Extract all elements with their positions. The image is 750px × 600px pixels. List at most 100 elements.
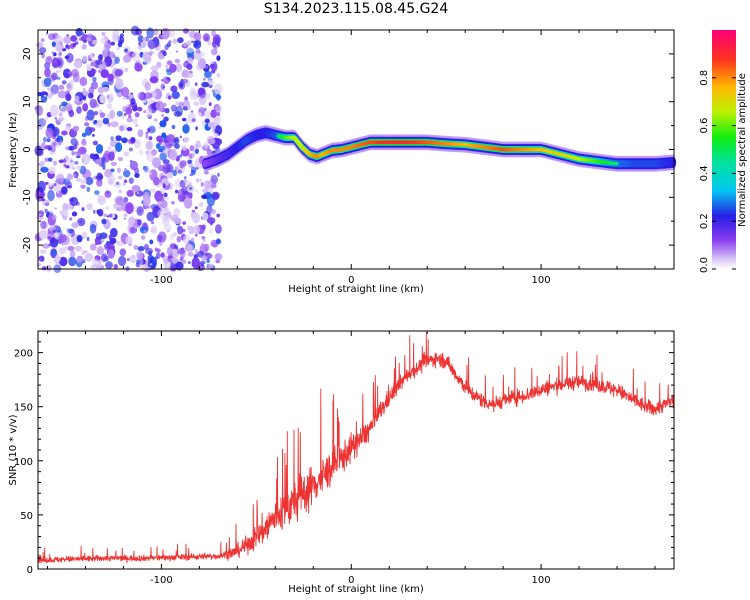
noise-speckle xyxy=(208,102,212,107)
noise-speckle xyxy=(142,99,147,103)
noise-speckle xyxy=(71,68,79,78)
noise-speckle xyxy=(145,134,149,139)
noise-speckle xyxy=(171,257,179,264)
noise-speckle xyxy=(94,190,100,195)
noise-speckle xyxy=(98,69,101,74)
noise-speckle xyxy=(102,117,110,125)
noise-speckle xyxy=(152,157,161,168)
noise-speckle xyxy=(86,203,93,211)
noise-speckle xyxy=(94,121,103,128)
noise-speckle xyxy=(44,67,51,78)
noise-speckle xyxy=(141,212,145,215)
noise-speckle xyxy=(65,44,70,49)
noise-speckle xyxy=(193,32,202,41)
noise-speckle xyxy=(173,217,182,225)
noise-speckle xyxy=(114,56,120,64)
noise-speckle xyxy=(61,80,67,85)
noise-speckle xyxy=(201,224,206,231)
colorbar-tick-label: 0.8 xyxy=(699,70,710,86)
noise-speckle xyxy=(216,72,221,78)
noise-speckle xyxy=(82,88,86,91)
noise-speckle xyxy=(57,118,63,123)
noise-speckle xyxy=(54,35,64,46)
snr-y-ticks: 0 50 100 150 200 xyxy=(14,341,674,576)
noise-speckle xyxy=(39,249,47,254)
noise-speckle xyxy=(200,51,205,57)
noise-speckle xyxy=(137,246,145,252)
noise-speckle xyxy=(53,160,57,166)
noise-speckle xyxy=(169,63,177,73)
noise-speckle xyxy=(86,186,91,192)
noise-speckle xyxy=(76,255,84,263)
noise-speckle xyxy=(153,176,160,186)
noise-speckle xyxy=(202,33,210,42)
noise-speckle xyxy=(170,85,178,93)
noise-speckle xyxy=(123,112,127,116)
noise-speckle xyxy=(107,249,115,259)
noise-speckle xyxy=(158,126,162,129)
noise-speckle xyxy=(82,96,86,100)
noise-speckle xyxy=(204,243,210,252)
noise-speckle xyxy=(51,72,58,81)
noise-speckle xyxy=(181,78,189,84)
noise-speckle xyxy=(171,124,176,130)
noise-speckle xyxy=(204,180,212,190)
noise-speckle xyxy=(187,261,191,264)
spectrogram-x-ticks: -100 0 100 xyxy=(46,30,656,286)
chart-title: S134.2023.115.08.45.G24 xyxy=(263,1,449,17)
noise-speckle xyxy=(211,41,217,48)
noise-speckle xyxy=(161,132,167,139)
noise-speckle xyxy=(104,243,111,249)
noise-speckle xyxy=(131,254,136,259)
noise-speckle xyxy=(41,198,46,202)
noise-speckle xyxy=(144,81,151,91)
noise-speckle xyxy=(105,261,113,269)
noise-speckle xyxy=(68,109,75,118)
y-tick-label: 0 xyxy=(22,146,33,152)
noise-speckle xyxy=(113,203,118,209)
noise-speckle xyxy=(139,258,144,265)
noise-speckle xyxy=(117,156,124,162)
noise-speckle xyxy=(149,172,153,175)
noise-speckle xyxy=(69,250,76,258)
noise-speckle xyxy=(179,135,183,139)
noise-speckle xyxy=(126,189,134,197)
noise-speckle xyxy=(175,101,180,106)
noise-speckle xyxy=(145,247,154,255)
noise-speckle xyxy=(134,63,143,72)
ridge-core xyxy=(613,161,619,166)
noise-speckle xyxy=(125,106,133,115)
noise-speckle xyxy=(65,93,72,102)
noise-speckle xyxy=(148,256,158,269)
y-tick-label: 20 xyxy=(22,48,33,61)
noise-speckle xyxy=(82,169,92,180)
noise-speckle xyxy=(191,209,196,213)
noise-speckle xyxy=(191,118,196,123)
noise-speckle xyxy=(58,112,63,117)
noise-speckle xyxy=(131,185,141,192)
noise-speckle xyxy=(89,68,97,75)
noise-speckle xyxy=(81,44,87,50)
noise-speckle xyxy=(189,145,195,152)
noise-speckle xyxy=(176,235,182,243)
noise-speckle xyxy=(123,217,127,220)
noise-speckle xyxy=(62,210,69,217)
noise-speckle xyxy=(143,110,147,114)
noise-speckle xyxy=(47,147,52,151)
snr-plot-area xyxy=(38,331,674,569)
noise-speckle xyxy=(98,174,104,180)
noise-speckle xyxy=(134,173,140,178)
noise-speckle xyxy=(43,77,52,87)
noise-speckle xyxy=(149,188,156,194)
noise-speckle xyxy=(73,151,77,154)
noise-speckle xyxy=(35,105,44,116)
noise-speckle xyxy=(106,215,110,218)
noise-speckle xyxy=(89,223,97,234)
noise-speckle xyxy=(213,126,216,130)
noise-speckle xyxy=(58,66,62,73)
noise-speckle xyxy=(125,50,131,56)
noise-speckle xyxy=(81,132,87,138)
noise-speckle xyxy=(194,248,198,252)
noise-speckle xyxy=(187,159,193,164)
noise-speckle xyxy=(99,232,108,239)
